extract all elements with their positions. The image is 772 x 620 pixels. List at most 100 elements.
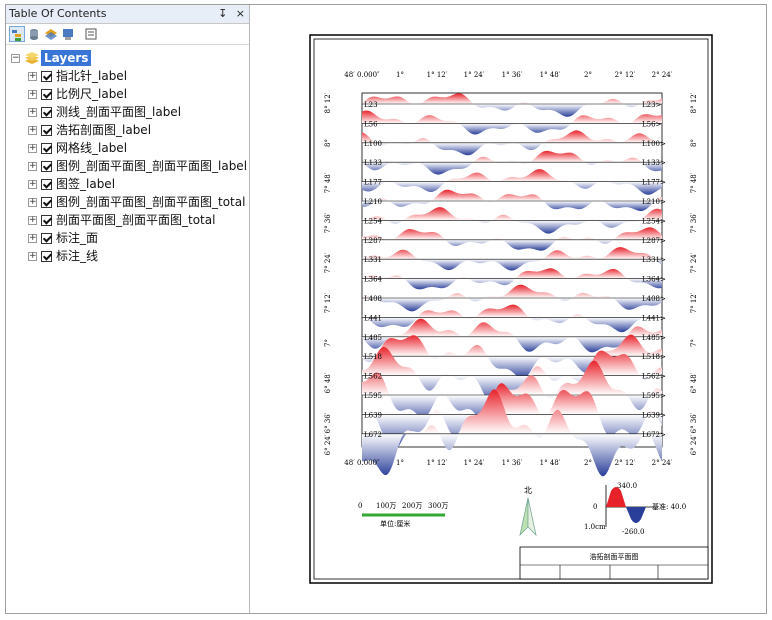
expand-icon[interactable]: + xyxy=(28,161,37,171)
profile-negative xyxy=(362,356,662,379)
layer-name[interactable]: 比例尺_label xyxy=(56,87,128,101)
toc-title: Table Of Contents xyxy=(9,7,107,20)
profile-positive xyxy=(362,247,662,260)
layer-name[interactable]: 图例_剖面平面图_剖面平面图_label xyxy=(56,159,248,173)
layer-name[interactable]: 标注_面 xyxy=(56,231,99,245)
profile-positive xyxy=(362,383,662,415)
line-label-right: L441> xyxy=(642,314,666,322)
layer-visibility-checkbox[interactable] xyxy=(41,179,52,190)
layer-name[interactable]: 标注_线 xyxy=(56,249,99,263)
profile-positive xyxy=(362,360,662,395)
line-label-right: L485> xyxy=(642,334,666,342)
expand-icon[interactable]: + xyxy=(28,179,37,189)
toc-title-bar: Table Of Contents ↧ × xyxy=(6,5,249,24)
legend-zero: 0 xyxy=(593,503,597,511)
layer-row[interactable]: + 图签_label xyxy=(6,175,246,193)
line-label-left: L254 xyxy=(364,217,383,225)
pin-icon[interactable]: ↧ xyxy=(218,7,228,20)
line-label-right: L595> xyxy=(642,392,666,400)
layer-visibility-checkbox[interactable] xyxy=(41,143,52,154)
layer-row[interactable]: + 剖面平面图_剖面平面图_total xyxy=(6,211,246,229)
top-tick-label: 48′ 0.000″ xyxy=(344,71,380,79)
layer-row[interactable]: + 图例_剖面平面图_剖面平面图_label xyxy=(6,157,248,175)
bottom-tick-label: 1° xyxy=(396,459,404,467)
legend-max: 340.0 xyxy=(617,482,637,490)
layer-name[interactable]: 图例_剖面平面图_剖面平面图_total xyxy=(56,195,246,209)
collapse-icon[interactable]: − xyxy=(11,53,20,63)
layer-visibility-checkbox[interactable] xyxy=(41,161,52,172)
profile-positive xyxy=(362,110,662,124)
layer-row[interactable]: + 指北针_label xyxy=(6,67,246,85)
layers-folder-icon xyxy=(25,52,39,64)
right-tick-label: 6° 48′ xyxy=(690,372,698,393)
layer-row[interactable]: + 浩拓剖面图_label xyxy=(6,121,246,139)
options-button[interactable] xyxy=(84,26,100,42)
expand-icon[interactable]: + xyxy=(28,215,37,225)
layers-root-label[interactable]: Layers xyxy=(41,50,92,66)
expand-icon[interactable]: + xyxy=(28,71,37,81)
line-label-right: L287> xyxy=(642,237,666,245)
layer-row[interactable]: + 比例尺_label xyxy=(6,85,246,103)
layer-row[interactable]: + 图例_剖面平面图_剖面平面图_total xyxy=(6,193,246,211)
layer-visibility-checkbox[interactable] xyxy=(41,233,52,244)
layer-name[interactable]: 剖面平面图_剖面平面图_total xyxy=(56,213,216,227)
layer-visibility-checkbox[interactable] xyxy=(41,197,52,208)
left-tick-label: 7° 24′ xyxy=(324,252,332,273)
line-label-right: L408> xyxy=(642,295,666,303)
list-by-source-icon xyxy=(30,29,38,40)
legend-negative-swatch xyxy=(626,507,646,523)
layers-root-row[interactable]: − Layers xyxy=(6,49,246,67)
line-label-left: L518 xyxy=(364,353,382,361)
profile-negative xyxy=(362,317,662,333)
layer-name[interactable]: 浩拓剖面图_label xyxy=(56,123,152,137)
profile-positive xyxy=(362,169,662,182)
close-icon[interactable]: × xyxy=(235,7,245,20)
layer-name[interactable]: 指北针_label xyxy=(56,69,128,83)
top-tick-label: 1° 12′ xyxy=(427,71,448,79)
layer-visibility-checkbox[interactable] xyxy=(41,125,52,136)
layer-name[interactable]: 图签_label xyxy=(56,177,116,191)
layer-name[interactable]: 网格线_label xyxy=(56,141,128,155)
layer-visibility-checkbox[interactable] xyxy=(41,215,52,226)
expand-icon[interactable]: + xyxy=(28,107,37,117)
expand-icon[interactable]: + xyxy=(28,233,37,243)
scale-label-3: 300万 xyxy=(428,502,448,510)
layer-visibility-checkbox[interactable] xyxy=(41,251,52,262)
layer-visibility-checkbox[interactable] xyxy=(41,89,52,100)
bottom-tick-label: 1° 24′ xyxy=(464,459,485,467)
layout-page: 48′ 0.000″ 1° 1° 12′ 1° 24′ 1° 36′ 1° 48′ 2° 2°… xyxy=(309,34,713,584)
top-tick-label: 1° xyxy=(396,71,404,79)
expand-icon[interactable]: + xyxy=(28,251,37,261)
profile-negative xyxy=(362,201,662,211)
layout-view[interactable]: 48′ 0.000″ 1° 1° 12′ 1° 24′ 1° 36′ 1° 48′ 2° 2°… xyxy=(250,5,766,613)
profile-positive xyxy=(362,318,662,337)
layer-name[interactable]: 测线_剖面平面图_label xyxy=(56,105,182,119)
list-by-drawing-order-button[interactable] xyxy=(9,26,25,42)
layer-row[interactable]: + 测线_剖面平面图_label xyxy=(6,103,246,121)
expand-icon[interactable]: + xyxy=(28,125,37,135)
list-by-selection-button[interactable] xyxy=(61,26,77,42)
left-tick-label: 7° xyxy=(324,339,332,347)
line-label-right: L672> xyxy=(642,431,666,439)
bottom-tick-label: 2° xyxy=(584,459,592,467)
expand-icon[interactable]: + xyxy=(28,197,37,207)
list-by-visibility-button[interactable] xyxy=(44,26,60,42)
list-by-drawing-order-icon xyxy=(12,30,21,41)
layer-row[interactable]: + 网格线_label xyxy=(6,139,246,157)
layer-row[interactable]: + 标注_面 xyxy=(6,229,246,247)
profile-positive xyxy=(362,227,662,240)
list-by-source-button[interactable] xyxy=(27,26,43,42)
options-icon xyxy=(85,28,97,40)
line-label-left: L672 xyxy=(364,431,382,439)
line-label-left: L210 xyxy=(364,198,382,206)
expand-icon[interactable]: + xyxy=(28,143,37,153)
layer-visibility-checkbox[interactable] xyxy=(41,107,52,118)
layer-visibility-checkbox[interactable] xyxy=(41,71,52,82)
layer-row[interactable]: + 标注_线 xyxy=(6,247,246,265)
profile-negative xyxy=(362,298,662,312)
profile-positive xyxy=(362,268,662,279)
line-labels: L23 L56 L100 L133 L177 L210 L254 L287 L331 L364 L4… xyxy=(364,101,666,439)
expand-icon[interactable]: + xyxy=(28,89,37,99)
line-label-left: L177 xyxy=(364,179,382,187)
line-label-left: L56 xyxy=(364,120,378,128)
